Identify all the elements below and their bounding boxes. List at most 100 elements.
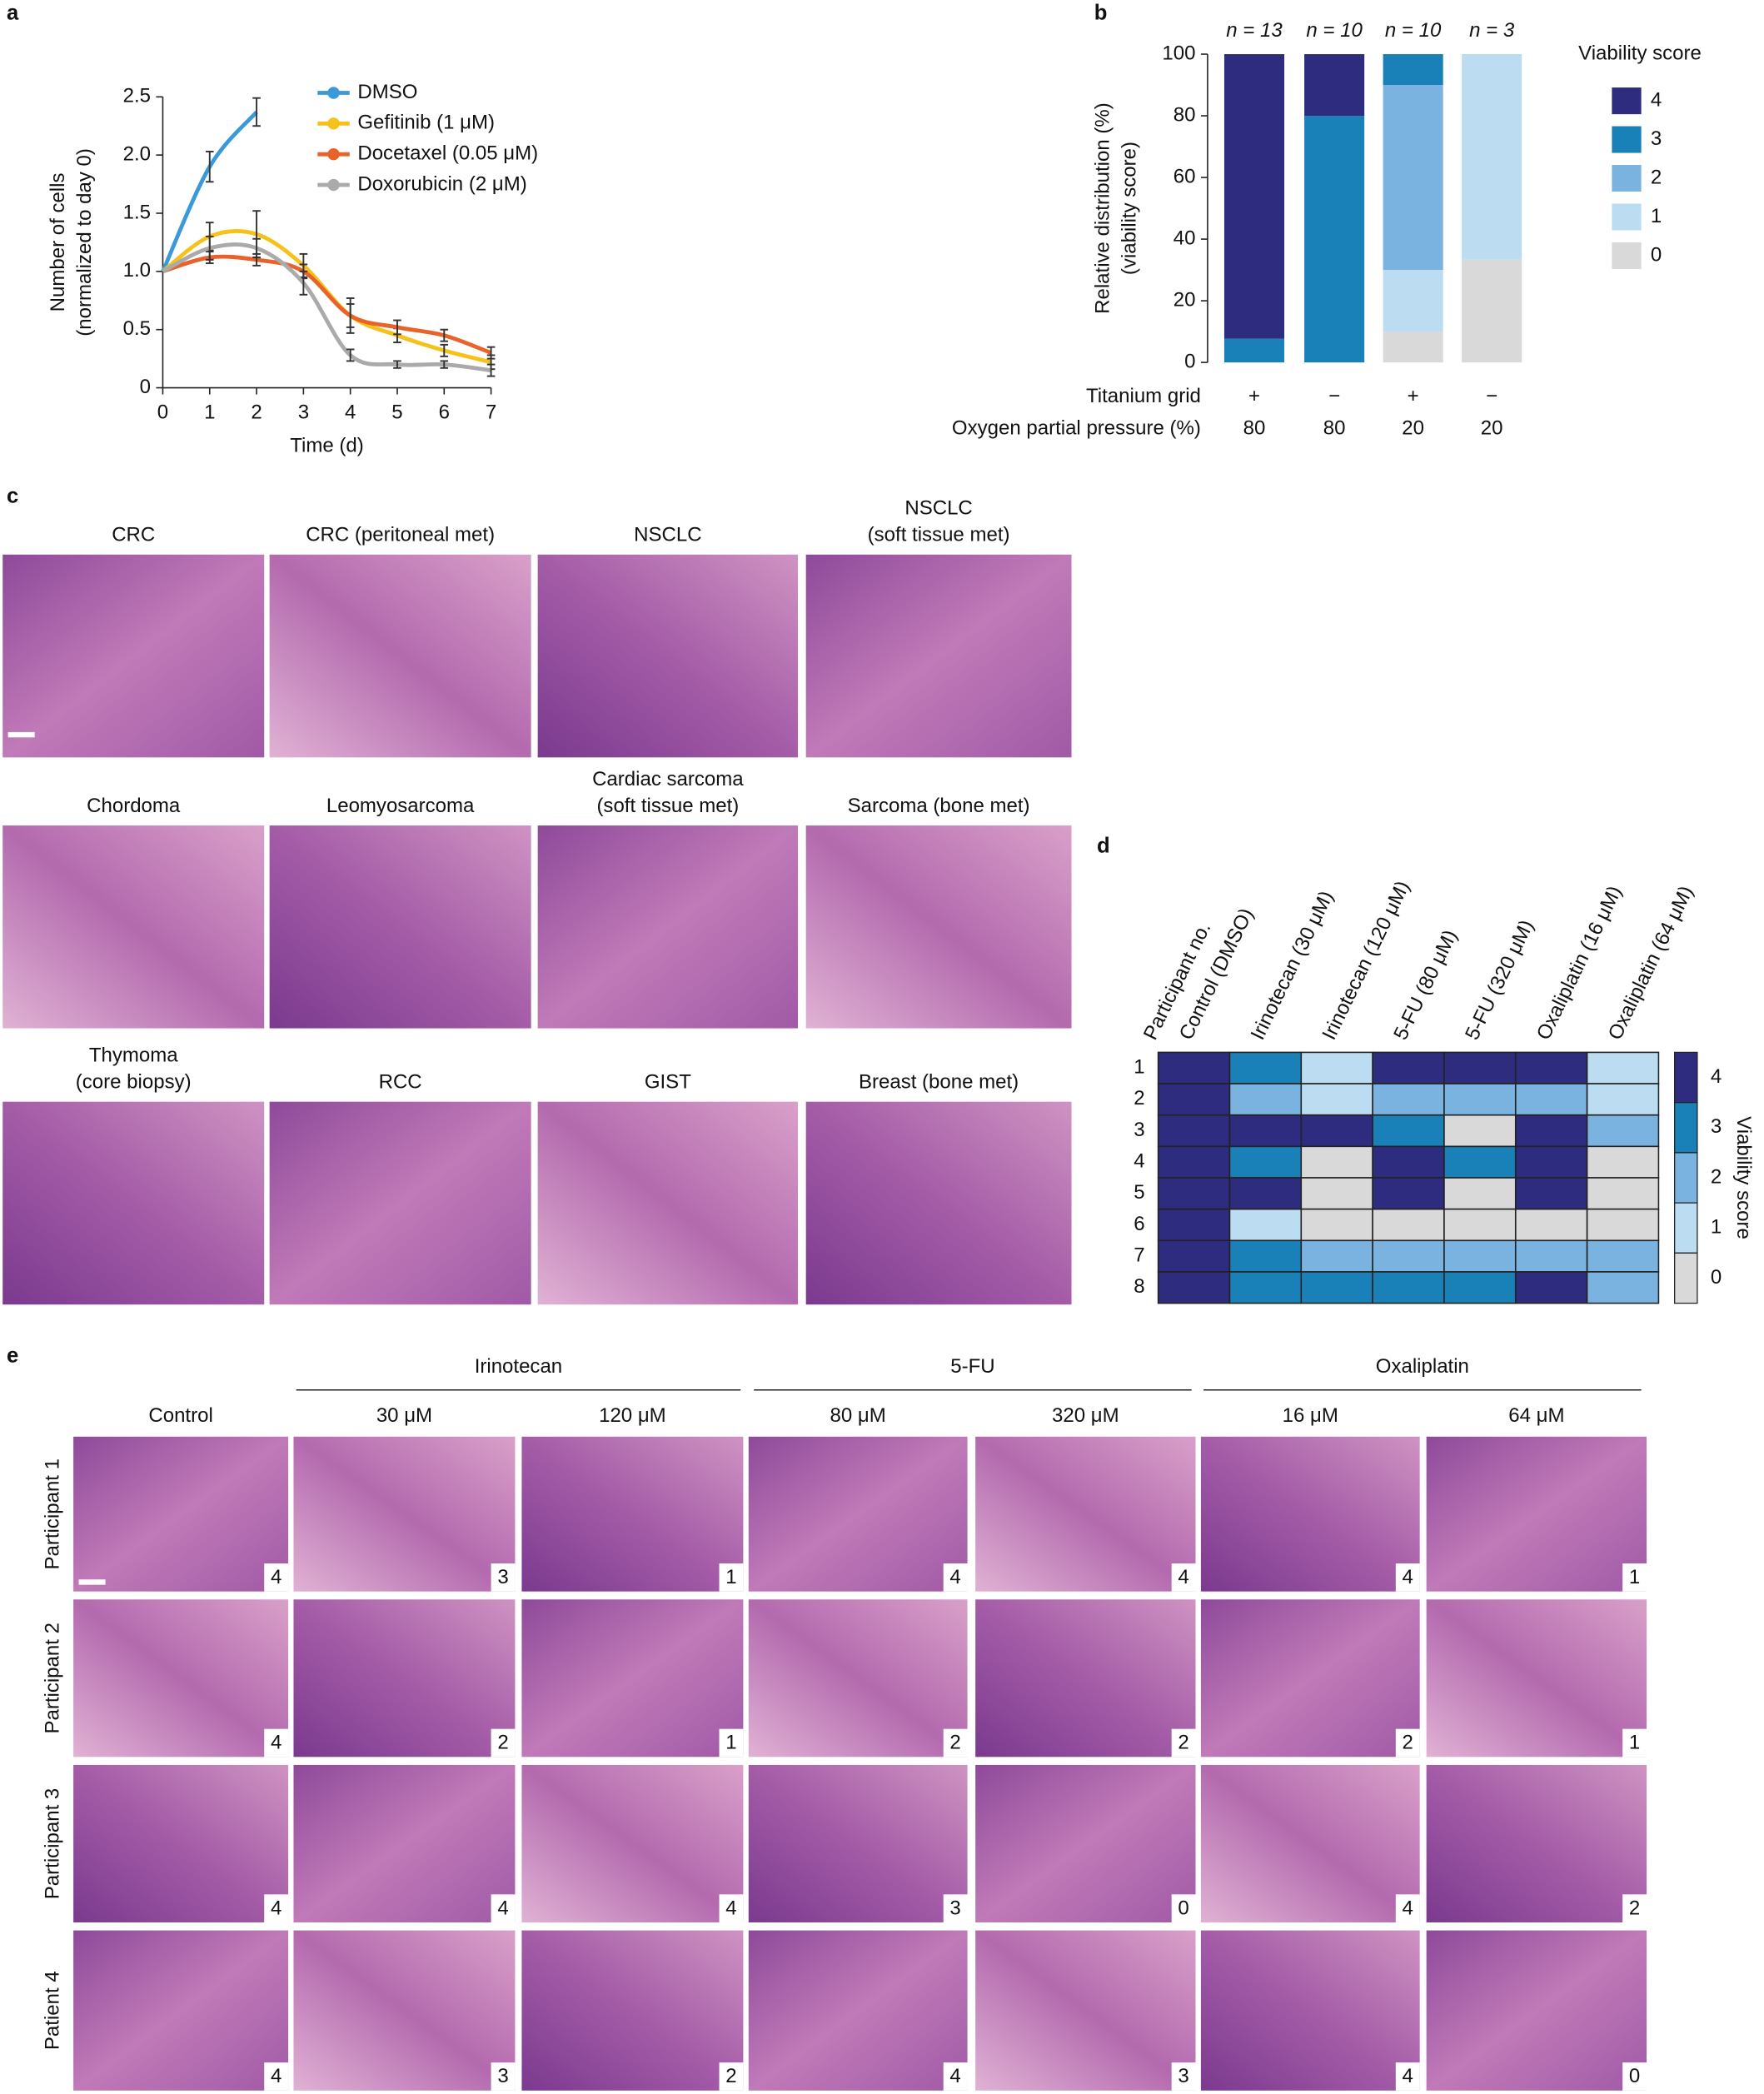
error-bar — [486, 363, 496, 377]
colorbar-tick-label: 4 — [1711, 1065, 1722, 1088]
x-tick-label: 7 — [486, 401, 496, 423]
micrograph — [975, 1764, 1196, 1922]
scale-bar — [78, 1579, 106, 1585]
score-box — [1622, 1728, 1647, 1757]
y-tick-label: 0 — [1184, 350, 1195, 372]
error-bar — [252, 97, 261, 127]
heatmap-cell — [1372, 1083, 1445, 1116]
micrograph — [1426, 1930, 1647, 2091]
bar-segment — [1304, 116, 1365, 363]
score-box — [1622, 1563, 1647, 1592]
row-value: + — [1408, 385, 1419, 407]
score-label: 4 — [271, 1732, 282, 1754]
bar-segment — [1383, 332, 1443, 363]
legend-swatch — [1612, 203, 1642, 231]
heatmap-cell — [1514, 1208, 1588, 1242]
bar-count-label: n = 10 — [1306, 19, 1363, 42]
row-value: + — [1248, 385, 1260, 407]
micrograph — [537, 554, 799, 758]
heatmap-cell — [1372, 1177, 1445, 1210]
row-label: Patient 4 — [41, 1971, 63, 2050]
heatmap-cell — [1443, 1177, 1517, 1210]
bar-segment — [1462, 54, 1522, 260]
colorbar-tick-label: 0 — [1711, 1266, 1722, 1289]
score-box — [1395, 1894, 1420, 1922]
micrograph — [521, 1436, 744, 1592]
heatmap-cell — [1443, 1208, 1517, 1242]
micrograph — [293, 1599, 516, 1757]
y-tick-label: 20 — [1174, 288, 1196, 311]
legend-marker — [327, 117, 340, 130]
heatmap-cell — [1372, 1239, 1445, 1273]
column-label: 64 μM — [1508, 1404, 1564, 1427]
y-tick-label: 80 — [1174, 103, 1196, 126]
colorbar-block — [1674, 1051, 1698, 1104]
heatmap-cell — [1586, 1177, 1660, 1210]
heatmap-cell — [1372, 1208, 1445, 1242]
score-box — [943, 2062, 968, 2091]
micrograph — [1200, 1764, 1420, 1922]
micrograph — [293, 1930, 516, 2091]
error-bar — [440, 343, 449, 357]
micrograph — [73, 1764, 289, 1922]
heatmap-cell — [1228, 1114, 1303, 1148]
micrograph — [537, 825, 799, 1029]
heatmap-cell — [1443, 1239, 1517, 1273]
heatmap-cell — [1300, 1145, 1373, 1179]
image-title: (soft tissue met) — [868, 524, 1010, 546]
colorbar-block — [1674, 1202, 1698, 1254]
legend-marker — [327, 147, 340, 161]
column-label: 5-FU (320 μM) — [1461, 916, 1538, 1044]
micrograph — [1426, 1599, 1647, 1757]
heatmap-cell — [1157, 1083, 1231, 1116]
score-box — [491, 1563, 516, 1592]
panel-label: d — [1097, 834, 1110, 857]
x-tick-label: 3 — [298, 401, 309, 423]
column-label: 120 μM — [599, 1404, 666, 1427]
image-title: Leomyosarcoma — [326, 795, 475, 817]
score-box — [491, 1894, 516, 1922]
row-label: 3 — [1134, 1119, 1144, 1141]
heatmap-cell — [1228, 1239, 1303, 1273]
heatmap-cell — [1514, 1177, 1588, 1210]
y-tick-label: 40 — [1174, 227, 1196, 249]
bar-segment — [1383, 54, 1443, 86]
legend-swatch — [1612, 87, 1642, 115]
score-label: 0 — [1178, 1897, 1188, 1919]
micrograph — [293, 1436, 516, 1592]
score-label: 3 — [1178, 2065, 1188, 2087]
image-title: (core biopsy) — [76, 1071, 192, 1094]
micrograph — [2, 1101, 265, 1305]
error-bar — [205, 235, 214, 261]
score-box — [943, 1894, 968, 1922]
y-tick-label: 1.0 — [123, 259, 151, 282]
score-box — [264, 1894, 289, 1922]
heatmap-cell — [1586, 1051, 1660, 1084]
error-bar — [252, 237, 261, 259]
error-bar — [346, 348, 355, 362]
micrograph — [73, 1599, 289, 1757]
micrograph — [73, 1436, 289, 1592]
y-axis-label: (viability score) — [1118, 142, 1140, 275]
heatmap-cell — [1157, 1208, 1231, 1242]
colorbar-tick-label: 1 — [1711, 1216, 1722, 1239]
micrograph — [2, 554, 265, 758]
y-tick-label: 1.5 — [123, 201, 151, 223]
heatmap-cell — [1300, 1271, 1373, 1304]
bar-segment — [1304, 54, 1365, 117]
scale-bar — [7, 731, 35, 738]
image-title: Thymoma — [89, 1045, 178, 1067]
panel-label: c — [7, 485, 18, 508]
row-value: − — [1328, 385, 1340, 407]
row-label: 8 — [1134, 1275, 1144, 1298]
micrograph — [748, 1599, 968, 1757]
row-label: Titanium grid — [1086, 385, 1201, 407]
legend-label: 2 — [1651, 166, 1662, 188]
score-box — [1171, 1728, 1196, 1757]
row-label: 2 — [1134, 1087, 1144, 1109]
image-title: (soft tissue met) — [596, 795, 739, 817]
micrograph — [521, 1599, 744, 1757]
heatmap-cell — [1443, 1083, 1517, 1116]
heatmap-cell — [1228, 1145, 1303, 1179]
